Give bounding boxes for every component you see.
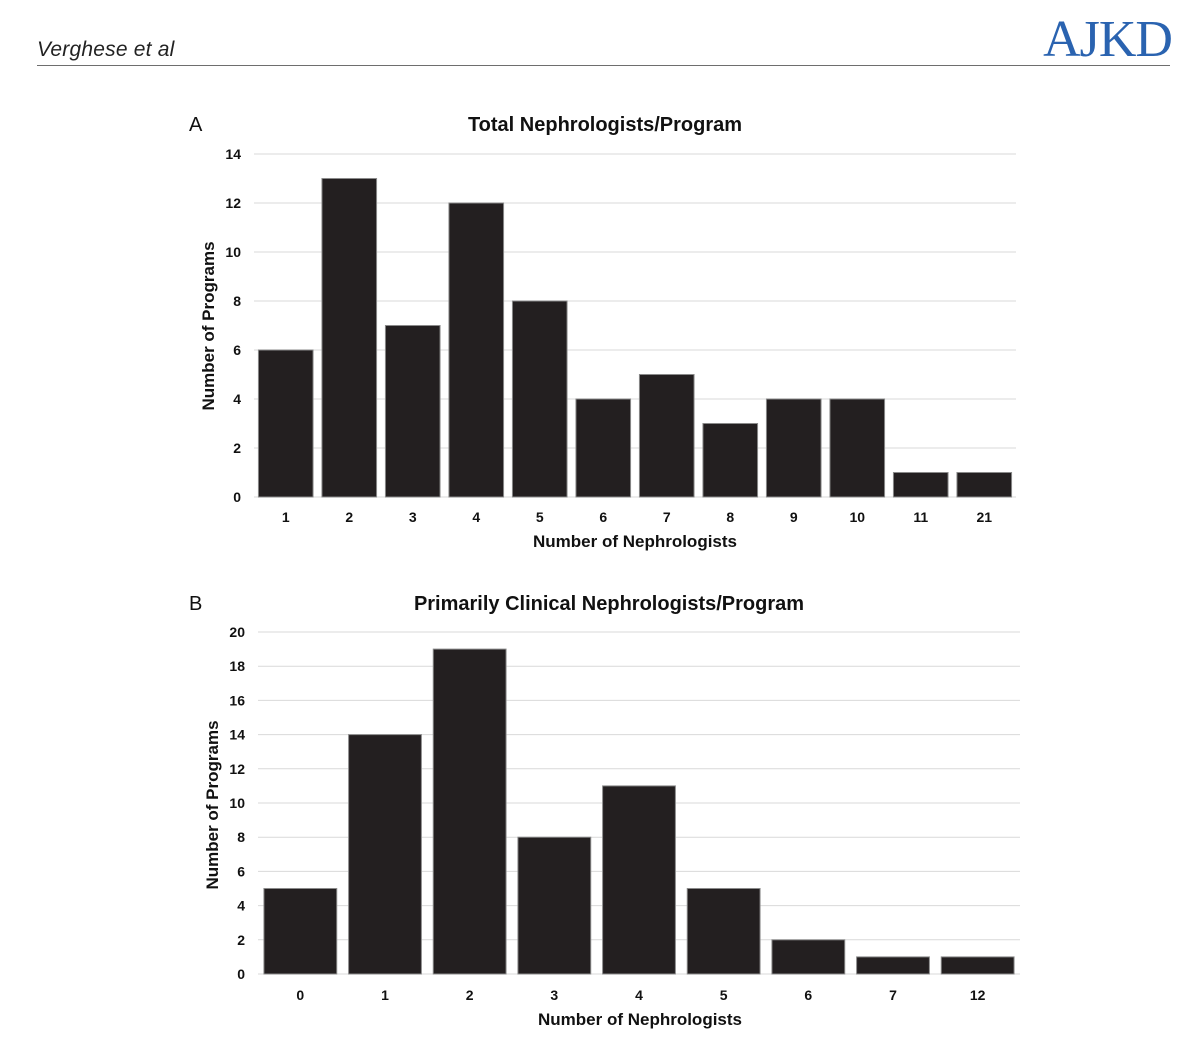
y-tick-label: 8: [233, 293, 241, 309]
journal-logo: AJKD: [1043, 11, 1173, 68]
x-tick-label: 3: [550, 987, 558, 1003]
chart-panel-b: B Primarily Clinical Nephrologists/Progr…: [189, 593, 1020, 1029]
y-tick-label: 16: [229, 692, 245, 708]
y-tick-label: 0: [237, 966, 245, 982]
x-tick-label: 3: [409, 509, 417, 525]
panel-label: B: [189, 593, 202, 615]
header-divider: [37, 65, 1170, 66]
x-tick-label: 6: [599, 509, 607, 525]
x-tick-label: 7: [663, 509, 671, 525]
x-tick-label: 2: [345, 509, 353, 525]
y-axis-label: Number of Programs: [203, 720, 222, 889]
x-tick-label: 2: [466, 987, 474, 1003]
y-tick-label: 6: [233, 342, 241, 358]
bar-4: [448, 202, 505, 498]
bar-5: [686, 888, 761, 975]
y-tick-label: 18: [229, 658, 245, 674]
chart-title: Total Nephrologists/Program: [468, 114, 742, 136]
y-tick-label: 12: [229, 761, 245, 777]
bar-2: [321, 178, 378, 498]
x-tick-label: 4: [472, 509, 480, 525]
x-tick-label: 9: [790, 509, 798, 525]
bars: [263, 648, 1015, 975]
y-tick-label: 12: [225, 195, 241, 211]
author-line: Verghese et al: [37, 38, 175, 61]
y-tick-label: 4: [233, 391, 241, 407]
bar-9: [765, 398, 822, 498]
x-tick-label: 0: [296, 987, 304, 1003]
bar-8: [702, 423, 759, 498]
bar-5: [511, 300, 568, 498]
x-tick-label: 11: [913, 509, 928, 525]
bar-7: [638, 374, 695, 498]
x-tick-label: 1: [381, 987, 389, 1003]
bar-0: [263, 888, 338, 975]
panel-label: A: [189, 114, 203, 136]
x-tick-label: 10: [849, 509, 865, 525]
page-header: Verghese et al AJKD: [0, 0, 1200, 70]
y-tick-label: 8: [237, 829, 245, 845]
bar-3: [384, 325, 441, 498]
x-tick-label: 7: [889, 987, 897, 1003]
x-tick-label: 5: [720, 987, 728, 1003]
bar-1: [257, 349, 314, 498]
x-tick-label: 12: [970, 987, 986, 1003]
bar-1: [348, 734, 422, 975]
bar-12: [940, 956, 1015, 975]
y-tick-label: 4: [237, 898, 245, 914]
x-tick-label: 8: [726, 509, 734, 525]
y-tick-label: 14: [225, 146, 241, 162]
x-tick-label: 5: [536, 509, 544, 525]
y-tick-label: 6: [237, 863, 245, 879]
x-tick-label: 4: [635, 987, 643, 1003]
x-axis-label: Number of Nephrologists: [538, 1010, 742, 1029]
y-tick-label: 10: [225, 244, 241, 260]
bar-7: [856, 956, 930, 975]
y-axis-label: Number of Programs: [199, 241, 218, 410]
y-tick-label: 0: [233, 489, 241, 505]
x-tick-label: 21: [976, 509, 992, 525]
y-tick-label: 10: [229, 795, 245, 811]
y-tick-label: 20: [229, 624, 245, 640]
bar-6: [575, 398, 632, 498]
bar-3: [517, 836, 592, 975]
x-tick-labels: 0 1 2 3 4 5 6 7 12: [296, 987, 985, 1003]
bar-4: [602, 785, 676, 975]
y-tick-label: 2: [237, 932, 245, 948]
chart-title: Primarily Clinical Nephrologists/Program: [414, 593, 804, 615]
y-tick-label: 14: [229, 727, 245, 743]
x-tick-labels: 1 2 3 4 5 6 7 8 9 10 11 21: [282, 509, 992, 525]
y-tick-labels: 0 2 4 6 8 10 12 14: [225, 146, 241, 505]
bar-6: [771, 939, 846, 975]
bar-2: [432, 648, 507, 975]
bar-21: [956, 472, 1013, 498]
y-tick-label: 2: [233, 440, 241, 456]
x-tick-label: 6: [804, 987, 812, 1003]
gridlines: [254, 153, 1016, 498]
bar-11: [892, 472, 949, 498]
x-axis-label: Number of Nephrologists: [533, 532, 737, 551]
bar-10: [829, 398, 886, 498]
y-tick-labels: 0 2 4 6 8 10 12 14 16 18 20: [229, 624, 245, 982]
bars: [257, 178, 1013, 498]
x-tick-label: 1: [282, 509, 290, 525]
chart-panel-a: A Total Nephrologists/Program 0246810121…: [189, 114, 1016, 551]
